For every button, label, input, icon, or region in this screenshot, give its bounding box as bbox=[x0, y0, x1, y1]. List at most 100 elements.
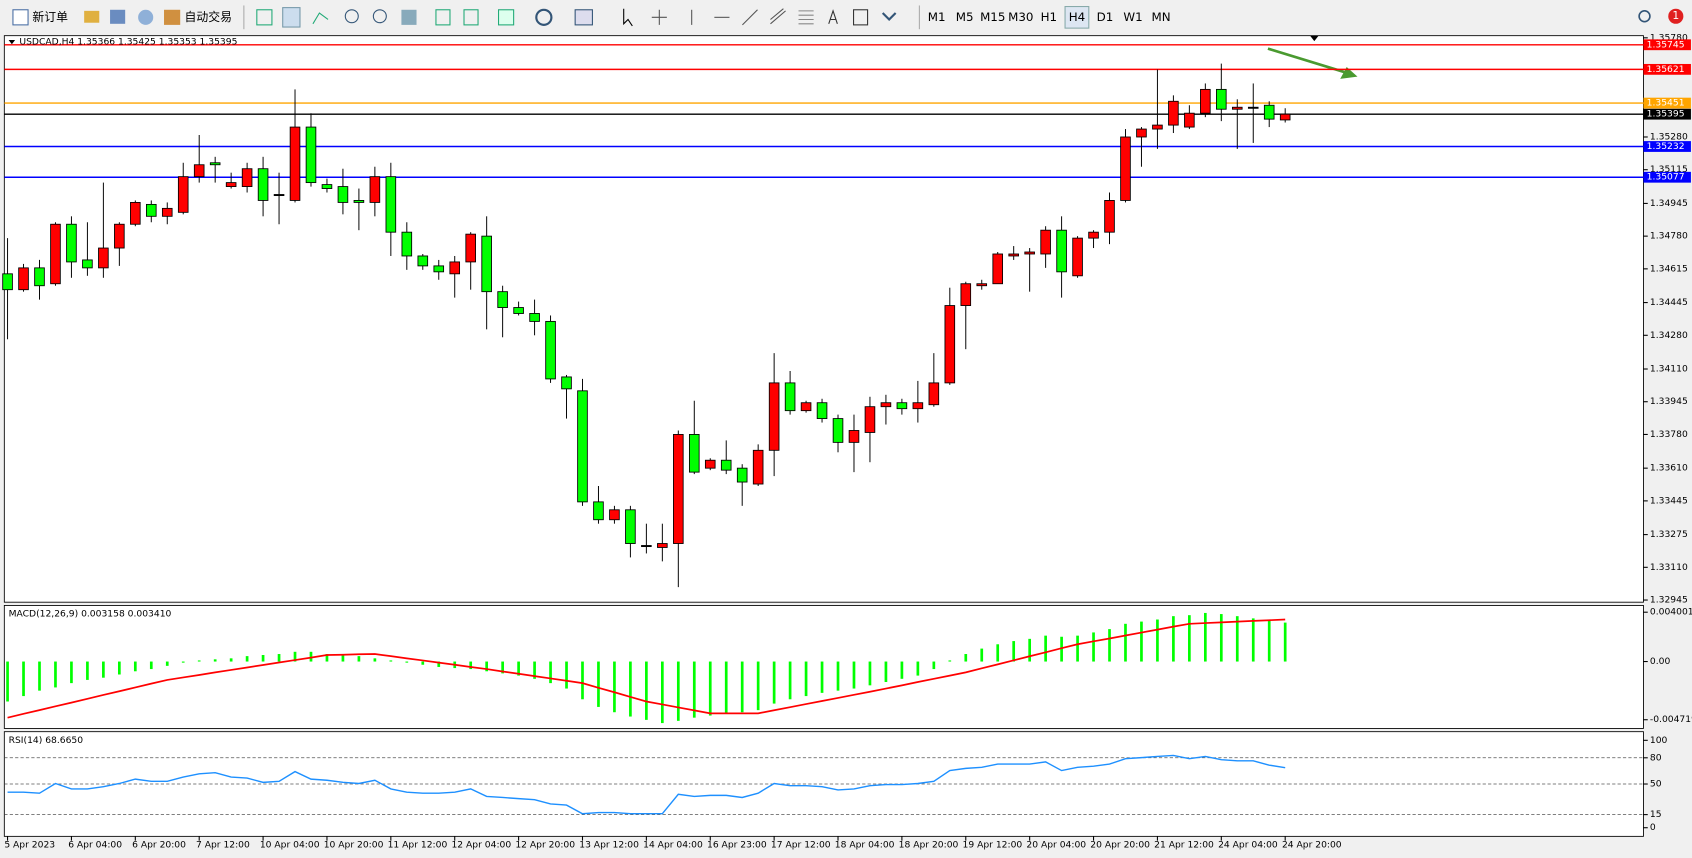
text-button[interactable] bbox=[828, 9, 838, 24]
new-order-button[interactable]: 新订单 bbox=[32, 10, 68, 24]
timeframe-button[interactable]: MN bbox=[1152, 10, 1171, 24]
timeframe-button[interactable]: M30 bbox=[1008, 10, 1033, 24]
candle-body bbox=[1024, 251, 1035, 255]
candle-body bbox=[1120, 136, 1131, 201]
x-tick-label: 12 Apr 20:00 bbox=[515, 839, 575, 850]
price-level-box bbox=[1643, 97, 1691, 109]
candle-body bbox=[449, 261, 461, 275]
macd-pane bbox=[3, 604, 1644, 729]
candle-body bbox=[66, 223, 77, 263]
candle-body bbox=[497, 291, 508, 308]
toolbar-icon[interactable] bbox=[110, 9, 126, 24]
timeframe-button[interactable]: H4 bbox=[1069, 10, 1085, 24]
y-tick-label: 0.00 bbox=[1650, 656, 1671, 667]
candle-body bbox=[720, 459, 732, 471]
candle-body bbox=[241, 168, 253, 187]
timeframe-button[interactable]: M15 bbox=[980, 10, 1005, 24]
price-level-box bbox=[1643, 39, 1691, 51]
arrows-button[interactable] bbox=[881, 12, 897, 22]
timeframe-button[interactable]: W1 bbox=[1123, 10, 1142, 24]
y-tick-label: 1.34615 bbox=[1650, 263, 1688, 274]
candle-body bbox=[1056, 229, 1067, 273]
y-tick-label: 1.34780 bbox=[1650, 231, 1688, 242]
scroll-button[interactable] bbox=[435, 9, 451, 26]
candle-body bbox=[433, 265, 445, 273]
notification-badge[interactable] bbox=[1668, 8, 1684, 24]
x-tick-label: 13 Apr 12:00 bbox=[579, 839, 639, 850]
zoom-in-button[interactable] bbox=[344, 9, 359, 24]
candle-body bbox=[225, 182, 237, 187]
line-chart-button[interactable] bbox=[312, 12, 329, 25]
candle-body bbox=[2, 273, 13, 291]
fibo-button[interactable] bbox=[798, 10, 814, 25]
price-level-label: 1.35395 bbox=[1647, 109, 1685, 120]
y-tick-label: 1.33610 bbox=[1650, 463, 1688, 474]
timeframe-button[interactable]: M1 bbox=[928, 10, 946, 24]
timeframe-button[interactable]: M5 bbox=[956, 10, 974, 24]
y-tick-label: 1.33275 bbox=[1650, 529, 1688, 540]
candle-body bbox=[561, 376, 572, 390]
price-level-label: 1.35077 bbox=[1647, 172, 1685, 183]
candle-body bbox=[465, 233, 476, 263]
templates-button[interactable] bbox=[574, 9, 593, 26]
candle-chart-button[interactable] bbox=[282, 7, 301, 28]
zoom-out-button[interactable] bbox=[372, 9, 387, 24]
candle-body bbox=[673, 434, 684, 544]
y-tick-label: 80 bbox=[1650, 752, 1662, 763]
candle-body bbox=[529, 313, 540, 322]
auto-trading-icon[interactable] bbox=[164, 9, 181, 25]
channel-button[interactable] bbox=[770, 8, 786, 25]
crosshair-button[interactable] bbox=[651, 9, 667, 25]
label-button[interactable] bbox=[853, 9, 869, 26]
trendline-button[interactable] bbox=[742, 9, 758, 26]
candle-body bbox=[609, 509, 620, 521]
candle-body bbox=[177, 176, 189, 213]
rsi-line bbox=[7, 754, 1286, 815]
toolbar: 新订单 自动交易 M1 M5 M15 M30 H1 H4 D1 W1 MN 1 bbox=[12, 5, 1684, 30]
candle-body bbox=[752, 449, 764, 485]
toolbar-icon[interactable] bbox=[138, 9, 154, 25]
candle-body bbox=[369, 176, 381, 203]
cursor-button[interactable] bbox=[623, 8, 633, 27]
x-tick-label: 12 Apr 04:00 bbox=[451, 839, 511, 850]
candle-body bbox=[18, 267, 29, 291]
x-tick-label: 6 Apr 04:00 bbox=[68, 839, 122, 850]
candle-body bbox=[928, 382, 940, 406]
candle-body bbox=[50, 223, 61, 285]
x-tick-label: 19 Apr 12:00 bbox=[963, 839, 1023, 850]
y-tick-label: 1.35280 bbox=[1650, 131, 1688, 142]
candle-body bbox=[114, 223, 125, 249]
signal-line bbox=[7, 618, 1286, 719]
candle-body bbox=[848, 430, 860, 443]
toolbar-bg bbox=[0, 0, 1692, 33]
price-level-box bbox=[1643, 108, 1691, 120]
search-button[interactable] bbox=[1638, 10, 1651, 23]
auto-trading-button[interactable]: 自动交易 bbox=[185, 10, 232, 24]
y-tick-label: 1.34110 bbox=[1650, 364, 1688, 375]
bar-chart-button[interactable] bbox=[256, 9, 273, 26]
chart-shift-marker bbox=[1310, 35, 1319, 42]
new-order-icon[interactable] bbox=[12, 9, 29, 26]
y-tick-label: 0.004001 bbox=[1650, 607, 1692, 618]
tile-button[interactable] bbox=[401, 9, 417, 25]
active-timeframe[interactable] bbox=[1064, 5, 1090, 29]
candle-body bbox=[577, 390, 588, 503]
indicators-button[interactable] bbox=[497, 9, 515, 26]
periods-button[interactable] bbox=[535, 8, 553, 26]
timeframe-button[interactable]: D1 bbox=[1097, 10, 1114, 24]
y-tick-label: -0.004719 bbox=[1650, 714, 1692, 725]
toolbar-icon[interactable] bbox=[84, 10, 100, 23]
candle-body bbox=[1136, 128, 1147, 138]
pane-header: MACD(12,26,9) 0.003158 0.003410 bbox=[9, 609, 172, 620]
candle-body bbox=[1263, 104, 1275, 120]
x-tick-label: 16 Apr 23:00 bbox=[707, 839, 767, 850]
y-tick-label: 1.34280 bbox=[1650, 330, 1688, 341]
candle-body bbox=[1247, 106, 1259, 109]
shift-button[interactable] bbox=[463, 9, 479, 26]
candle-body bbox=[1008, 253, 1019, 257]
timeframe-button[interactable]: H1 bbox=[1041, 10, 1057, 24]
x-tick-label: 18 Apr 20:00 bbox=[899, 839, 959, 850]
candle-body bbox=[193, 164, 205, 178]
x-tick-label: 11 Apr 12:00 bbox=[388, 839, 448, 850]
candle-body bbox=[641, 545, 652, 548]
